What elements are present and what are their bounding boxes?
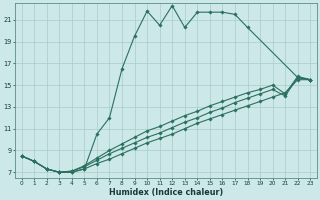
X-axis label: Humidex (Indice chaleur): Humidex (Indice chaleur): [109, 188, 223, 197]
